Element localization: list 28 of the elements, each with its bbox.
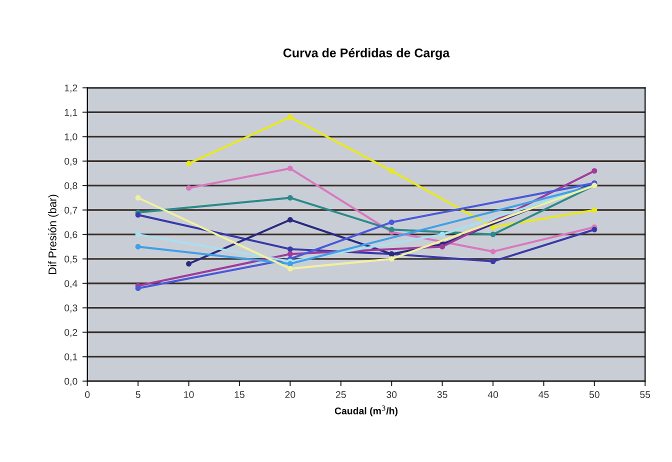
y-tick-label: 1,2 <box>64 84 78 93</box>
x-tick-label: 35 <box>437 391 448 398</box>
y-tick-label: 1,0 <box>64 133 78 142</box>
x-tick-label: 50 <box>589 391 600 398</box>
x-axis-title: Caudal (m$^{3}$/h) <box>334 405 398 416</box>
y-axis-title: Dif Presión (bar) <box>48 194 59 274</box>
y-tick-label: 0,5 <box>64 256 78 264</box>
y-tick-label: 0,3 <box>64 304 78 313</box>
y-tick-label: 0,2 <box>64 328 78 338</box>
x-tick-label: 0 <box>85 391 90 398</box>
y-tick-label: 0,0 <box>64 378 78 386</box>
x-tick-label: 25 <box>336 391 346 398</box>
x-tick-label: 55 <box>640 391 650 398</box>
y-tick-label: 0,8 <box>64 182 78 190</box>
x-tick-label: 15 <box>234 391 244 398</box>
x-tick-label: 40 <box>488 391 498 398</box>
y-tick-label: 0,1 <box>64 353 78 362</box>
x-tick-label: 5 <box>136 391 140 398</box>
x-tick-label: 10 <box>184 391 194 398</box>
y-tick-label: 0,9 <box>64 158 78 166</box>
y-tick-label: 0,6 <box>64 231 78 240</box>
x-tick-label: 20 <box>285 391 296 398</box>
chart-title: Curva de Pérdidas de Carga <box>283 48 450 60</box>
x-tick-label: 45 <box>538 391 549 398</box>
y-tick-label: 0,7 <box>64 206 78 215</box>
y-tick-label: 0,4 <box>64 280 78 288</box>
x-tick-label: 30 <box>386 391 397 398</box>
y-tick-label: 1,1 <box>64 109 78 117</box>
